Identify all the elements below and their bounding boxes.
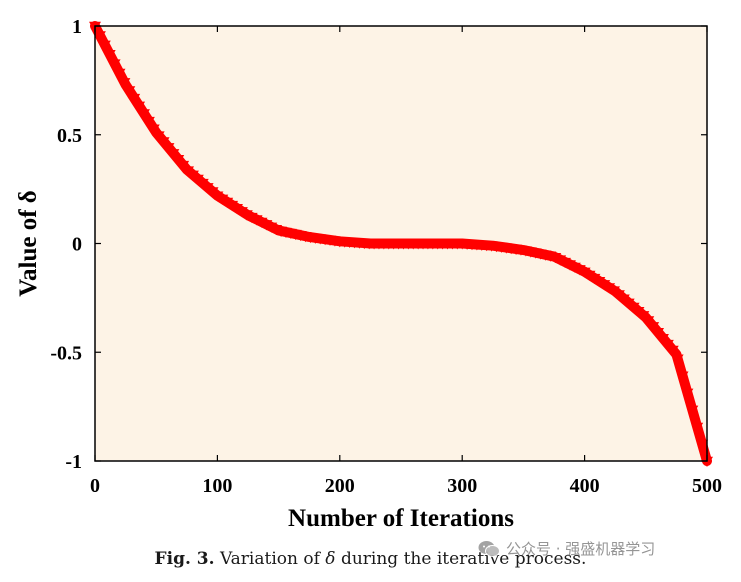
series-marker: [162, 143, 175, 154]
y-tick-label: 0: [72, 234, 82, 256]
data-point: [611, 287, 620, 296]
data-point: [244, 211, 252, 220]
series-marker: [652, 328, 665, 339]
data-point: [274, 226, 283, 235]
series-marker: [137, 109, 150, 120]
axis-ticks: 0 100 200 300 400 500 1 0.5 0 -0.5 -1: [50, 16, 722, 497]
series-marker: [676, 371, 689, 382]
data-point: [458, 239, 467, 248]
series-marker: [696, 439, 709, 450]
y-axis-label: Value of δ: [15, 190, 42, 297]
y-tick-label: 1: [72, 16, 82, 38]
x-axis-label: Number of Iterations: [288, 505, 514, 532]
series-marker: [98, 40, 111, 51]
series-marker: [103, 49, 116, 61]
data-point: [335, 237, 344, 246]
series-marker: [661, 339, 674, 351]
wechat-icon: [478, 540, 500, 557]
series-marker: [230, 203, 243, 215]
series-marker: [113, 68, 126, 79]
data-point: [550, 252, 558, 261]
series-marker: [235, 207, 248, 218]
series-marker: [656, 333, 669, 345]
series-marker: [177, 160, 190, 172]
x-tick-label: 0: [90, 475, 100, 497]
series-marker: [666, 345, 679, 356]
chart: 0 100 200 300 400 500 1 0.5 0 -0.5 -1 Number of It…: [15, 16, 722, 532]
caption-symbol: δ: [325, 549, 336, 569]
series-marker: [598, 280, 611, 291]
data-point: [427, 239, 436, 248]
series-marker: [157, 137, 170, 148]
y-tick-label: -0.5: [50, 342, 82, 364]
data-point: [488, 241, 497, 250]
data-point: [305, 232, 314, 241]
data-point: [152, 128, 161, 137]
series-marker: [221, 197, 234, 208]
data-point: [580, 267, 589, 276]
watermark: 公众号 · 强盛机器学习: [478, 538, 655, 559]
series-marker: [686, 405, 699, 416]
x-tick-label: 400: [570, 475, 600, 497]
figure-caption: Fig. 3. Variation of δ during the iterat…: [0, 549, 741, 569]
series-marker: [128, 93, 141, 105]
series-marker: [123, 86, 136, 97]
x-tick-label: 100: [202, 475, 232, 497]
x-tick-label: 200: [325, 475, 355, 497]
data-point: [366, 239, 375, 248]
series-marker: [142, 116, 155, 128]
caption-text-before: Variation of: [219, 549, 320, 569]
x-tick-label: 500: [692, 475, 722, 497]
data-point: [519, 246, 528, 255]
series-marker: [108, 59, 121, 70]
data-series: [89, 21, 713, 467]
data-point: [641, 313, 650, 322]
data-point: [182, 165, 191, 174]
series-marker: [593, 276, 606, 288]
data-point: [672, 350, 681, 359]
series-marker: [603, 283, 616, 294]
series-marker: [133, 101, 146, 112]
series-marker: [681, 388, 694, 399]
data-point: [121, 80, 130, 89]
series-marker: [588, 273, 601, 285]
series-marker: [647, 322, 660, 333]
series-marker: [93, 31, 106, 42]
data-point: [397, 239, 405, 248]
watermark-text: 公众号 · 强盛机器学习: [506, 540, 656, 558]
series-marker: [167, 149, 180, 160]
caption-label: Fig. 3.: [154, 549, 215, 569]
series-marker: [691, 422, 704, 433]
series-marker: [172, 154, 185, 166]
data-point: [213, 191, 222, 200]
caption-text-after: during the iterative process.: [340, 549, 587, 569]
y-tick-label: 0.5: [57, 125, 82, 147]
y-tick-label: -1: [65, 451, 82, 473]
x-tick-label: 300: [447, 475, 477, 497]
series-marker: [226, 200, 239, 212]
